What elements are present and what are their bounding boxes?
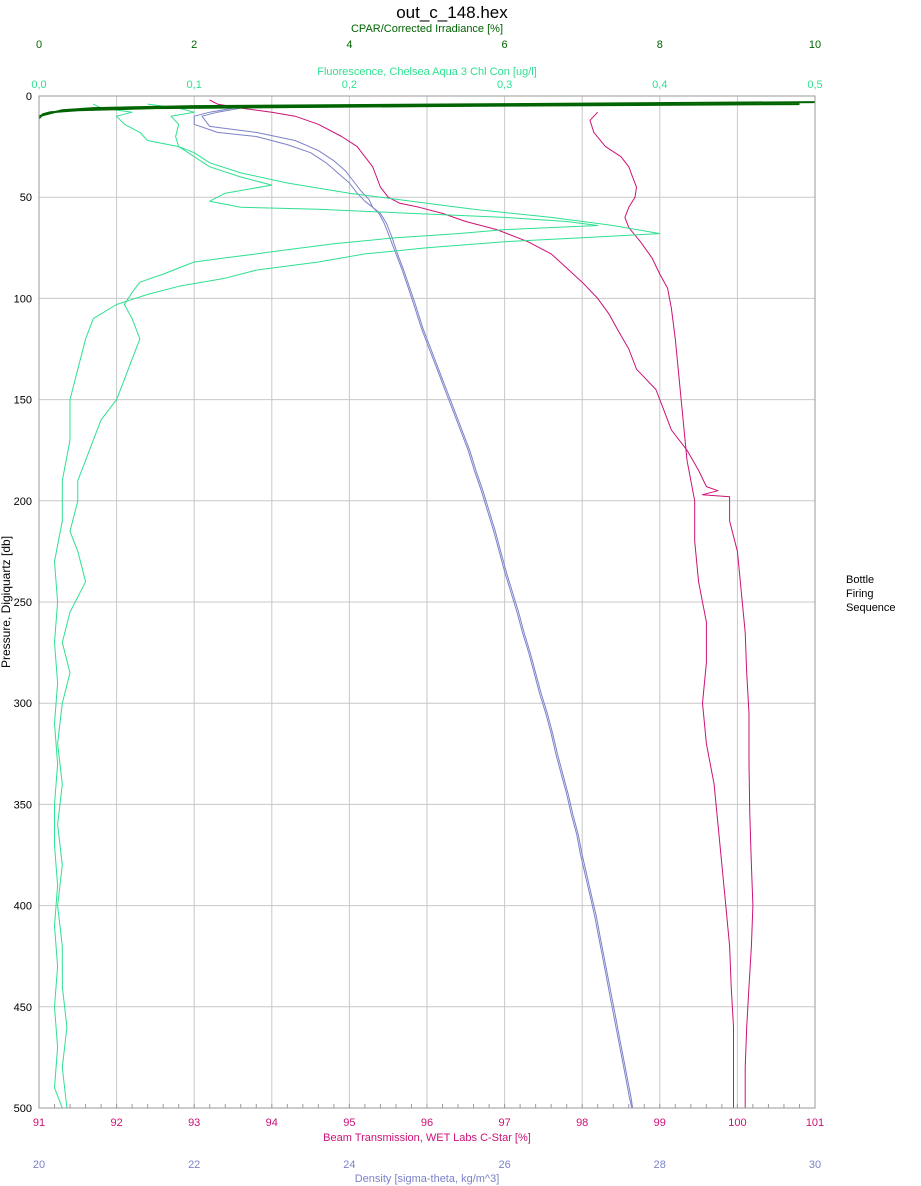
fluor-tick-label: 0,5 bbox=[807, 79, 822, 91]
y-axis-label: Pressure, Digiquartz [db] bbox=[0, 536, 13, 668]
y-tick-label: 100 bbox=[14, 293, 32, 305]
beam-tick-label: 92 bbox=[110, 1117, 122, 1129]
beam-tick-label: 95 bbox=[343, 1117, 355, 1129]
cpar-tick-label: 0 bbox=[36, 39, 42, 51]
density-tick-label: 28 bbox=[654, 1159, 666, 1171]
cpar-tick-label: 6 bbox=[502, 39, 508, 51]
bottle-label: Bottle bbox=[846, 574, 874, 586]
density-axis-label: Density [sigma-theta, kg/m^3] bbox=[355, 1173, 500, 1185]
cpar-tick-label: 2 bbox=[191, 39, 197, 51]
fluor-series-line bbox=[54, 103, 661, 1109]
chart-title: out_c_148.hex bbox=[396, 3, 508, 22]
density-tick-label: 22 bbox=[188, 1159, 200, 1171]
y-tick-label: 250 bbox=[14, 597, 32, 609]
sequence-label: Sequence bbox=[846, 602, 896, 614]
beam-tick-label: 93 bbox=[188, 1117, 200, 1129]
fluor-tick-label: 0,1 bbox=[187, 79, 202, 91]
beam-series-line bbox=[209, 99, 754, 1108]
density-tick-label: 30 bbox=[809, 1159, 821, 1171]
cpar-series-line bbox=[38, 103, 800, 119]
cpar-tick-label: 10 bbox=[809, 39, 821, 51]
y-tick-label: 200 bbox=[14, 496, 32, 508]
beam-series-line bbox=[589, 111, 734, 1108]
cpar-tick-label: 8 bbox=[657, 39, 663, 51]
beam-tick-label: 99 bbox=[654, 1117, 666, 1129]
fluor-tick-label: 0,0 bbox=[31, 79, 46, 91]
beam-tick-label: 96 bbox=[421, 1117, 433, 1129]
beam-axis-label: Beam Transmission, WET Labs C-Star [%] bbox=[323, 1132, 531, 1144]
fluor-axis-label: Fluorescence, Chelsea Aqua 3 Chl Con [ug… bbox=[317, 66, 537, 78]
y-tick-label: 50 bbox=[20, 192, 32, 204]
fluor-tick-label: 0,2 bbox=[342, 79, 357, 91]
y-tick-label: 500 bbox=[14, 1103, 32, 1115]
y-tick-label: 0 bbox=[26, 91, 32, 103]
y-tick-label: 300 bbox=[14, 698, 32, 710]
cpar-tick-label: 4 bbox=[346, 39, 352, 51]
series-layer bbox=[38, 99, 816, 1109]
density-series-line bbox=[193, 107, 634, 1109]
beam-tick-label: 94 bbox=[266, 1117, 278, 1129]
beam-tick-label: 98 bbox=[576, 1117, 588, 1129]
y-tick-label: 400 bbox=[14, 901, 32, 913]
y-tick-label: 350 bbox=[14, 799, 32, 811]
beam-tick-label: 100 bbox=[728, 1117, 746, 1129]
fluor-tick-label: 0,4 bbox=[652, 79, 667, 91]
beam-tick-label: 97 bbox=[498, 1117, 510, 1129]
density-tick-label: 24 bbox=[343, 1159, 355, 1171]
fluor-series-line bbox=[57, 103, 599, 1109]
density-tick-label: 26 bbox=[498, 1159, 510, 1171]
fluor-tick-label: 0,3 bbox=[497, 79, 512, 91]
beam-tick-label: 101 bbox=[806, 1117, 824, 1129]
beam-tick-label: 91 bbox=[33, 1117, 45, 1129]
firing-label: Firing bbox=[846, 588, 874, 600]
y-tick-label: 150 bbox=[14, 395, 32, 407]
density-tick-label: 20 bbox=[33, 1159, 45, 1171]
cpar-axis-label: CPAR/Corrected Irradiance [%] bbox=[351, 23, 503, 35]
density-series-line bbox=[201, 107, 633, 1109]
y-tick-label: 450 bbox=[14, 1002, 32, 1014]
